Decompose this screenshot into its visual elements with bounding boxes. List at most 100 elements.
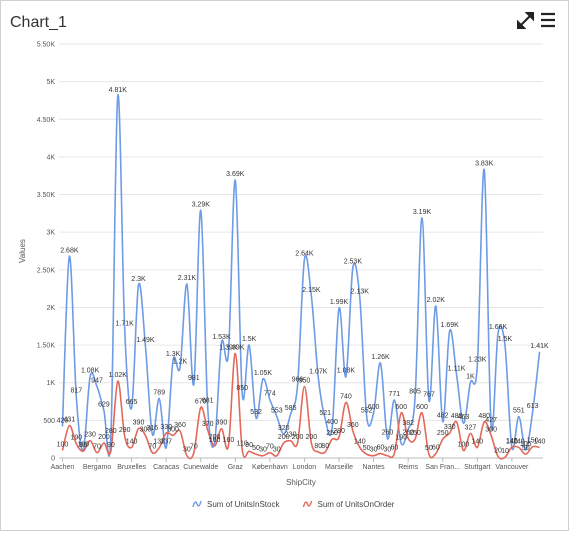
x-tick-label: Aachen: [51, 464, 75, 471]
data-label: 600: [416, 404, 428, 411]
data-label: 981: [188, 375, 200, 382]
data-label: 2.64K: [295, 250, 314, 257]
data-label: 200: [98, 434, 110, 441]
data-label: 50: [522, 445, 530, 452]
data-label: 805: [409, 388, 421, 395]
data-label: 327: [465, 424, 477, 431]
data-label: 480: [451, 413, 463, 420]
data-label: 947: [91, 378, 103, 385]
data-label: 30: [183, 447, 191, 454]
data-label: 60: [377, 444, 385, 451]
x-tick-label: København: [252, 464, 288, 471]
data-label: 2.3K: [131, 276, 146, 283]
y-axis-title: Values: [18, 239, 27, 263]
data-label: 200: [292, 434, 304, 441]
data-label: 145: [506, 438, 518, 445]
data-label: 230: [84, 432, 96, 439]
data-label: 2.53K: [344, 259, 363, 266]
data-label: 382: [402, 420, 414, 427]
series-line: [61, 94, 541, 457]
data-label: 20: [494, 447, 502, 454]
data-label: 70: [148, 444, 156, 451]
data-label: 420: [57, 417, 69, 424]
data-label: 1.07K: [309, 368, 328, 375]
data-label: 551: [513, 408, 525, 415]
data-label: 105: [520, 441, 532, 448]
y-tick-label: 5K: [46, 79, 55, 86]
data-label: 1.3K: [166, 351, 181, 358]
data-label: 3.29K: [192, 201, 211, 208]
data-label: 789: [153, 390, 165, 397]
data-label: 50: [425, 445, 433, 452]
data-label: 771: [388, 391, 400, 398]
data-label: 1.39K: [219, 344, 238, 351]
y-tick-label: 3K: [46, 230, 55, 237]
data-label: 137: [160, 439, 172, 446]
y-tick-label: 500: [43, 418, 55, 425]
data-label: 10: [501, 448, 509, 455]
y-tick-label: 2K: [46, 305, 55, 312]
data-label: 1.39K: [226, 344, 245, 351]
data-label: 1.02K: [109, 372, 128, 379]
data-label: 370: [202, 421, 214, 428]
data-label: 190: [395, 435, 407, 442]
data-label: 553: [271, 407, 283, 414]
y-tick-label: 2.50K: [37, 267, 56, 274]
data-label: 230: [285, 432, 297, 439]
data-label: 1.08K: [81, 368, 100, 375]
data-label: 80: [314, 443, 322, 450]
data-label: 966: [292, 376, 304, 383]
data-label: 140: [534, 438, 546, 445]
data-label: 431: [64, 417, 76, 424]
data-label: 140: [513, 438, 525, 445]
y-tick-label: 0: [51, 456, 55, 463]
data-label: 463: [458, 414, 470, 421]
data-label: 2.13K: [351, 289, 370, 296]
menu-icon[interactable]: [541, 12, 555, 28]
x-tick-label: Marseille: [325, 464, 353, 471]
data-label: 1.49K: [136, 337, 155, 344]
data-label: 3.19K: [413, 209, 432, 216]
data-label: 482: [437, 413, 449, 420]
expand-icon[interactable]: [517, 12, 534, 29]
data-label: 70: [266, 444, 274, 451]
data-label: 60: [432, 444, 440, 451]
data-label: 320: [278, 425, 290, 432]
data-label: 60: [390, 444, 398, 451]
data-label: 100: [458, 441, 470, 448]
data-label: 1.69K: [441, 322, 460, 329]
data-label: 300: [485, 426, 497, 433]
data-label: 137: [153, 439, 165, 446]
data-label: 330: [444, 424, 456, 431]
x-tick-label: Caracas: [153, 464, 180, 471]
data-label: 190: [70, 435, 82, 442]
data-label: 2.15K: [302, 287, 321, 294]
data-label: 480: [478, 413, 490, 420]
series-line: [61, 352, 540, 460]
data-label: 200: [209, 434, 221, 441]
data-label: 3.83K: [475, 161, 494, 168]
data-label: 50: [252, 445, 260, 452]
legend-label: Sum of UnitsInStock: [207, 500, 280, 509]
data-label: 817: [70, 388, 82, 395]
x-tick-label: London: [293, 464, 316, 471]
data-label: 585: [285, 405, 297, 412]
data-label: 250: [437, 430, 449, 437]
data-label: 1.5K: [498, 336, 513, 343]
data-label: 665: [126, 399, 138, 406]
data-label: 600: [368, 404, 380, 411]
x-axis-title: ShipCity: [286, 478, 316, 487]
data-label: 427: [485, 417, 497, 424]
data-label: 300: [167, 426, 179, 433]
data-label: 4.81K: [109, 87, 128, 94]
data-label: 140: [506, 438, 518, 445]
y-tick-label: 1K: [46, 380, 55, 387]
data-label: 681: [202, 398, 214, 405]
x-tick-label: Stuttgart: [464, 464, 491, 471]
data-label: 90: [79, 442, 87, 449]
data-label: 260: [402, 429, 414, 436]
x-tick-label: Vancouver: [495, 464, 529, 471]
data-label: 160: [223, 437, 235, 444]
data-label: 1.41K: [530, 343, 549, 350]
